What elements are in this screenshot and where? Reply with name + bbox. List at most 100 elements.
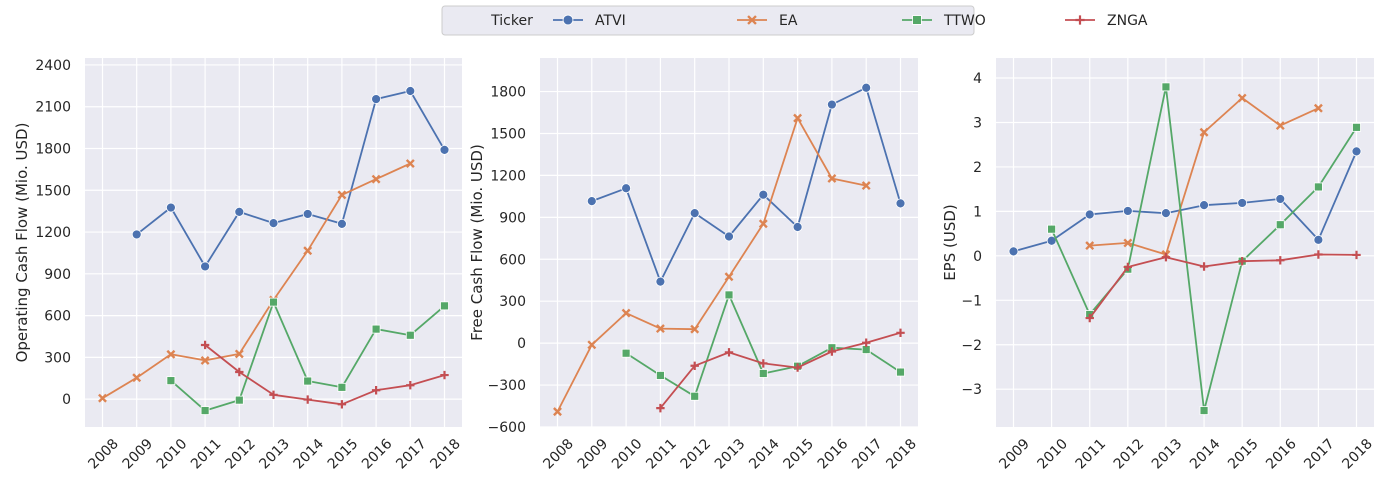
data-point — [690, 324, 700, 334]
data-point — [337, 400, 347, 409]
data-point — [1276, 256, 1285, 265]
data-point — [724, 348, 734, 357]
data-point — [621, 183, 631, 194]
x-tick-label: 2017 — [1301, 436, 1338, 473]
data-point — [1313, 103, 1323, 113]
data-point — [405, 330, 415, 340]
y-tick-label: 600 — [44, 309, 71, 325]
x-tick-label: 2011 — [1073, 436, 1110, 473]
data-point — [1199, 406, 1209, 415]
y-tick-label: 2 — [973, 160, 982, 176]
y-tick-label: −1 — [961, 293, 982, 309]
data-point — [587, 340, 597, 350]
data-point — [336, 218, 347, 229]
data-point — [724, 231, 734, 242]
y-tick-label: 3 — [973, 115, 982, 131]
series-atvi — [586, 82, 906, 287]
x-tick-label: 2013 — [1149, 436, 1186, 473]
data-point — [440, 370, 449, 380]
legend: Ticker ATVI EA TTWO ZNGA — [441, 5, 1148, 36]
legend-label: ZNGA — [1107, 13, 1148, 29]
data-point — [1313, 234, 1324, 245]
y-tick-label: −2 — [961, 338, 982, 354]
data-point — [1085, 241, 1095, 251]
x-tick-label: 2014 — [291, 436, 328, 473]
legend-label: TTWO — [943, 13, 986, 29]
data-point — [896, 328, 905, 337]
data-point — [827, 99, 837, 110]
data-point — [269, 297, 278, 307]
data-point — [1352, 250, 1361, 260]
chart-panel-2: −600−30003006009001200150018002008200920… — [468, 58, 920, 472]
y-tick-label: 1800 — [35, 142, 71, 158]
x-tick-label: 2016 — [1263, 436, 1300, 473]
data-point — [827, 347, 837, 356]
legend-frame — [441, 5, 975, 36]
data-point — [1275, 220, 1285, 230]
data-point — [861, 181, 871, 191]
data-point — [439, 145, 450, 155]
data-point — [586, 196, 597, 207]
data-point — [1199, 127, 1209, 137]
data-point — [303, 376, 313, 386]
data-point — [862, 338, 871, 347]
y-axis-label: Operating Cash Flow (Mio. USD) — [13, 123, 31, 363]
y-tick-label: 300 — [44, 350, 71, 366]
y-tick-label: 600 — [499, 252, 526, 268]
data-point — [131, 229, 142, 240]
data-point — [656, 403, 665, 413]
data-point — [98, 393, 107, 403]
series-znga — [1085, 250, 1361, 323]
legend-label: EA — [779, 13, 798, 29]
y-tick-label: 2400 — [35, 58, 71, 74]
y-tick-label: 2100 — [35, 100, 71, 116]
x-tick-label: 2013 — [712, 436, 749, 473]
x-tick-label: 2018 — [1339, 436, 1376, 473]
y-tick-label: 1500 — [490, 126, 526, 142]
data-point — [1122, 206, 1133, 216]
series-line — [659, 331, 901, 409]
chart-panel-1: 0300600900120015001800210024002008200920… — [13, 58, 464, 472]
x-tick-label: 2011 — [643, 436, 680, 473]
data-point — [166, 349, 176, 359]
y-tick-label: 1200 — [490, 168, 526, 184]
data-point — [621, 308, 631, 318]
x-tick-label: 2010 — [154, 436, 191, 473]
x-tick-label: 2017 — [393, 436, 430, 473]
data-point — [690, 391, 700, 401]
data-point — [1237, 198, 1248, 208]
data-point — [758, 369, 768, 378]
y-tick-label: −3 — [961, 382, 982, 398]
data-point — [1199, 262, 1209, 271]
data-point — [827, 174, 837, 183]
x-tick-label: 2015 — [325, 436, 362, 473]
data-point — [758, 189, 769, 200]
data-point — [371, 324, 381, 334]
x-tick-label: 2009 — [120, 436, 157, 473]
legend-label: ATVI — [595, 13, 626, 29]
data-point — [553, 407, 562, 417]
data-point — [166, 376, 176, 386]
series-line — [102, 162, 411, 399]
y-tick-label: 1500 — [35, 183, 71, 199]
data-point — [1047, 224, 1057, 234]
data-point — [302, 209, 313, 219]
data-point — [405, 159, 415, 168]
data-point — [1084, 209, 1095, 220]
series-line — [136, 90, 446, 268]
x-tick-label: 2013 — [256, 436, 293, 473]
x-tick-label: 2015 — [1225, 436, 1262, 473]
x-tick-label: 2016 — [815, 436, 852, 473]
data-point — [406, 381, 415, 390]
x-tick-label: 2008 — [85, 436, 122, 473]
x-tick-label: 2015 — [781, 436, 818, 473]
series-atvi — [131, 86, 450, 272]
series-ttwo — [166, 297, 449, 415]
data-point — [793, 363, 802, 372]
x-tick-label: 2014 — [746, 436, 783, 473]
data-point — [1351, 146, 1362, 157]
y-tick-label: 300 — [499, 294, 526, 310]
data-point — [337, 382, 347, 392]
